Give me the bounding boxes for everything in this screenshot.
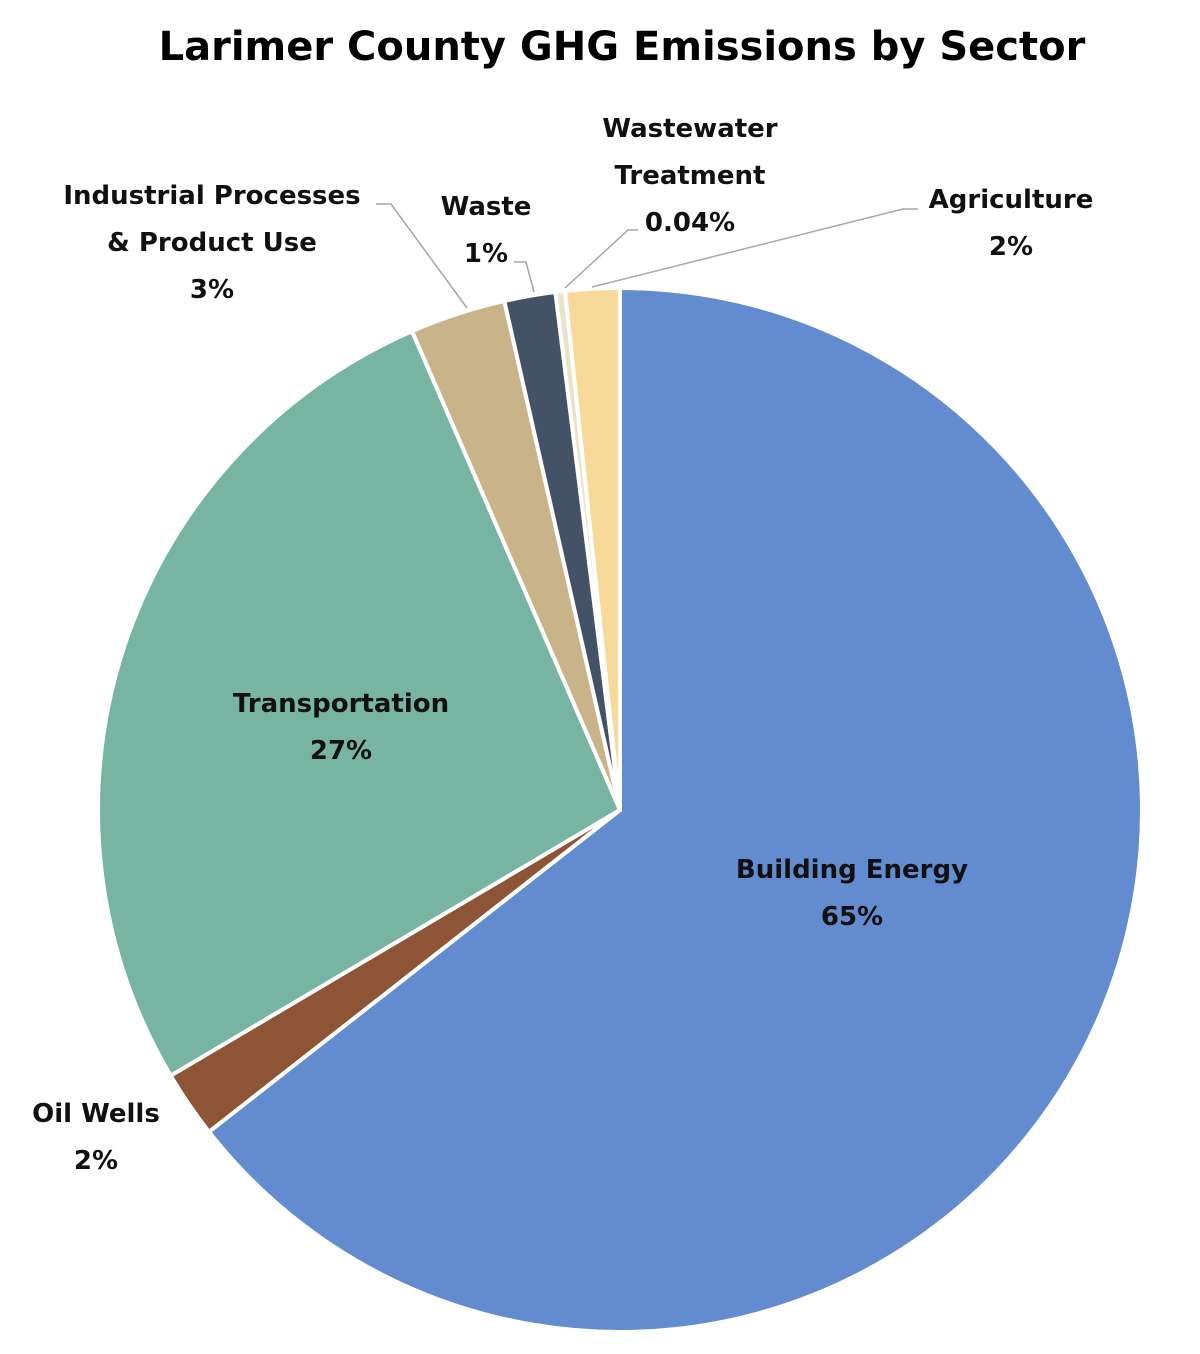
slice-value-label: 65% <box>821 902 883 932</box>
slice-label-industrial-processes-and-product-use: Industrial Processes & Product Use 3% <box>63 181 360 305</box>
leader-line-wastewater-treatment <box>564 229 638 289</box>
slice-name-label: Industrial Processes <box>63 181 360 211</box>
slice-value-label: 2% <box>74 1146 118 1176</box>
slice-name-label: Transportation <box>233 689 449 719</box>
slice-name-label: Waste <box>441 192 532 222</box>
pie-slice-transportation <box>96 329 622 1078</box>
slice-labels: Building Energy 65% Oil Wells 2% Transportat… <box>32 114 1093 1176</box>
slice-value-label: 3% <box>190 275 234 305</box>
slice-name-label: Building Energy <box>736 855 968 885</box>
slice-label-wastewater-treatment: Wastewater Treatment 0.04% <box>602 114 777 238</box>
slice-label-oil-wells: Oil Wells 2% <box>32 1099 160 1176</box>
slice-value-label: 2% <box>989 232 1033 262</box>
leader-line-industrial-processes-and-product-use <box>376 203 468 309</box>
slice-value-label: 0.04% <box>645 208 735 238</box>
slice-value-label: 27% <box>310 736 372 766</box>
pie-slice-agriculture <box>563 286 622 812</box>
slice-label-waste: Waste 1% <box>441 192 532 269</box>
pie-slices <box>96 286 1144 1334</box>
slice-name-label: Oil Wells <box>32 1099 160 1129</box>
leader-lines <box>376 203 918 309</box>
chart-title: Larimer County GHG Emissions by Sector <box>159 24 1086 70</box>
leader-line-waste <box>514 261 535 293</box>
slice-label-building-energy: Building Energy 65% <box>736 855 968 932</box>
slice-label-transportation: Transportation 27% <box>233 689 449 766</box>
pie-slice-building-energy <box>207 286 1144 1334</box>
slice-name-label: & Product Use <box>107 228 317 258</box>
slice-name-label: Wastewater <box>602 114 777 144</box>
slice-name-label: Treatment <box>615 161 766 191</box>
leader-line-agriculture <box>591 208 918 288</box>
slice-value-label: 1% <box>464 239 508 269</box>
slice-label-agriculture: Agriculture 2% <box>929 185 1094 262</box>
slice-name-label: Agriculture <box>929 185 1094 215</box>
